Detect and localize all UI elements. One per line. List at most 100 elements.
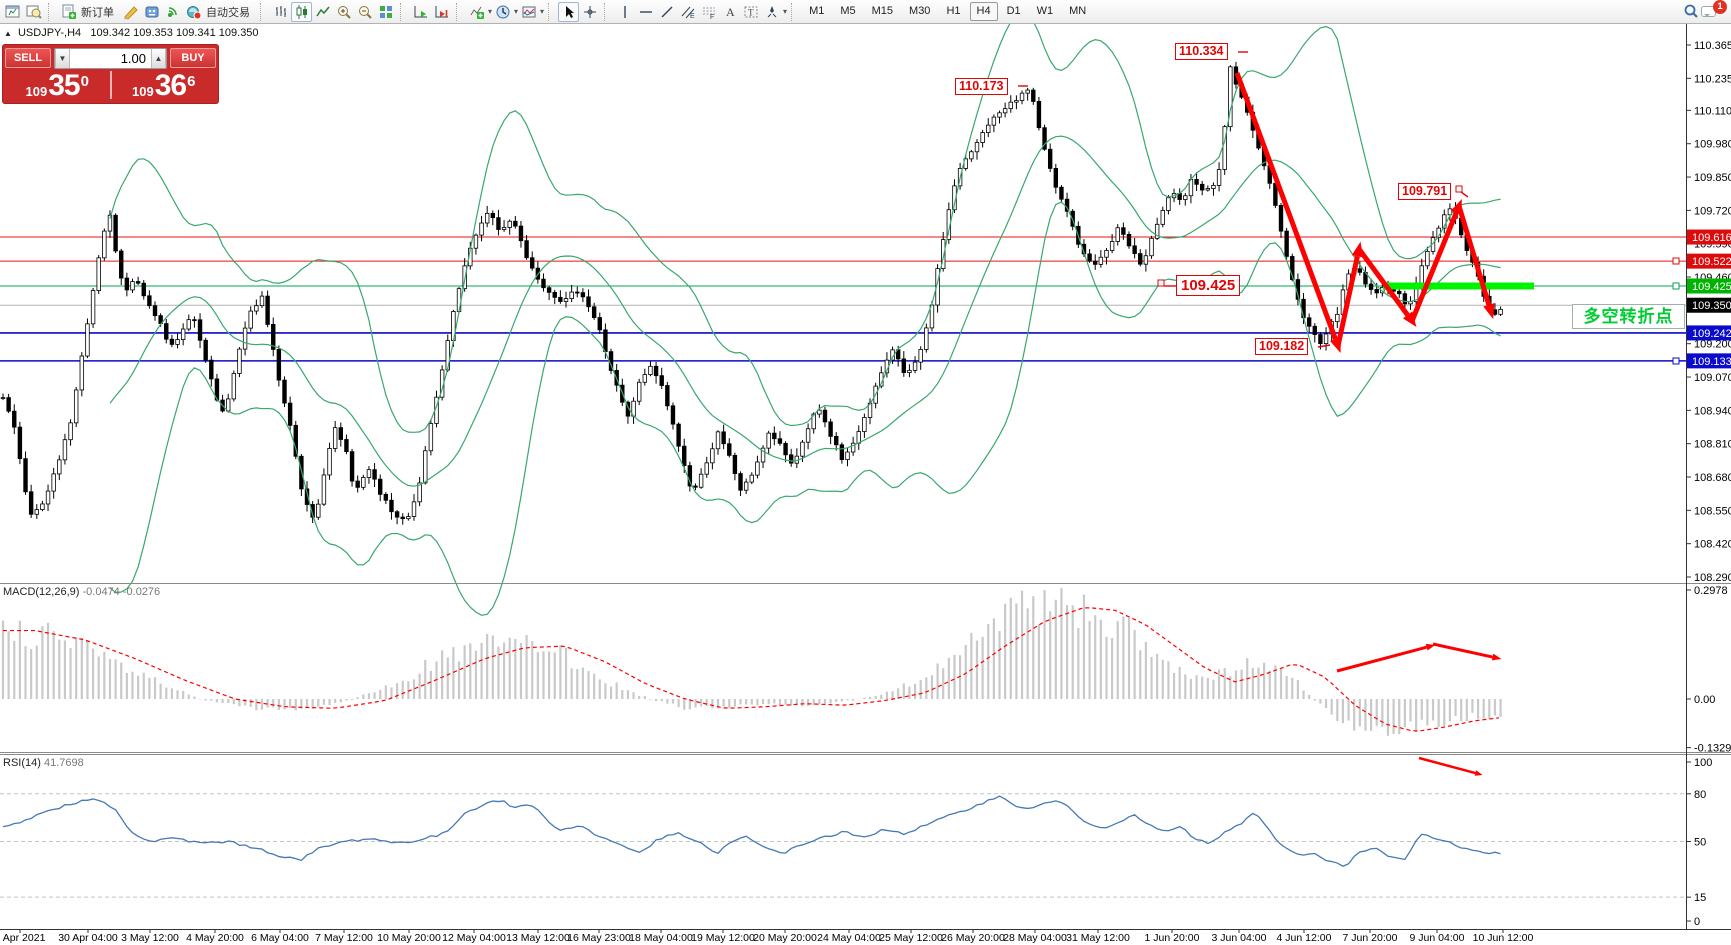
symbol-ohlc: 109.342 109.353 109.341 109.350 [90, 27, 259, 39]
svg-text:9 Jun 04:00: 9 Jun 04:00 [1410, 932, 1465, 944]
svg-text:25 May 12:00: 25 May 12:00 [879, 932, 943, 944]
profile-icon[interactable] [23, 2, 44, 22]
svg-text:16 May 23:00: 16 May 23:00 [567, 932, 631, 944]
symbol-info-bar: ▲ USDJPY-,H4 109.342 109.353 109.341 109… [4, 27, 259, 39]
volume-value[interactable]: 1.00 [120, 50, 146, 66]
svg-text:3 May 12:00: 3 May 12:00 [121, 932, 179, 944]
templates-icon[interactable] [518, 2, 539, 22]
chevron-down-icon[interactable]: ▾ [488, 7, 493, 16]
new-order-icon[interactable] [58, 2, 79, 22]
svg-text:E: E [690, 13, 695, 20]
svg-text:80: 80 [1694, 789, 1706, 801]
buy-price[interactable]: 109 36 6 [132, 69, 196, 102]
svg-text:100: 100 [1694, 757, 1712, 769]
one-click-trading-panel: SELL ▼ 1.00 ▲ BUY 109 35 0 109 36 6 [3, 45, 218, 103]
svg-text:50: 50 [1694, 837, 1706, 849]
chevron-down-icon[interactable]: ▾ [514, 7, 519, 16]
auto-scroll-icon[interactable] [410, 2, 431, 22]
svg-text:108.680: 108.680 [1694, 472, 1731, 484]
svg-text:0.2978: 0.2978 [1694, 585, 1728, 597]
svg-text:109.616: 109.616 [1692, 232, 1731, 244]
tf-M15[interactable]: M15 [871, 5, 894, 17]
fibonacci-icon[interactable]: F [698, 2, 719, 22]
tf-D1[interactable]: D1 [1006, 5, 1021, 17]
signal-icon[interactable] [162, 2, 183, 22]
sell-button[interactable]: SELL [5, 48, 51, 68]
cursor-icon[interactable] [558, 1, 580, 22]
volume-decrease-button[interactable]: ▼ [55, 48, 70, 68]
equidistant-channel-icon[interactable]: E [677, 2, 698, 22]
buy-button[interactable]: BUY [170, 48, 216, 68]
svg-text:7 May 12:00: 7 May 12:00 [315, 932, 373, 944]
svg-text:30 Apr 04:00: 30 Apr 04:00 [58, 932, 118, 944]
svg-text:109.133: 109.133 [1692, 356, 1731, 368]
svg-text:109.350: 109.350 [1692, 300, 1731, 312]
collapse-triangle-icon[interactable]: ▲ [4, 29, 12, 38]
svg-text:109.242: 109.242 [1692, 328, 1731, 340]
tf-H4[interactable]: H4 [969, 2, 998, 21]
volume-increase-button[interactable]: ▲ [151, 48, 166, 68]
auto-trading-label[interactable]: 自动交易 [206, 6, 250, 19]
candlestick-chart-icon[interactable] [291, 1, 312, 22]
notifications-icon[interactable]: 1 [1701, 0, 1727, 22]
arrows-shapes-icon[interactable] [761, 2, 782, 22]
chevron-down-icon[interactable]: ▾ [783, 7, 788, 16]
tile-windows-icon[interactable] [375, 2, 396, 22]
bar-chart-icon[interactable] [270, 2, 291, 22]
svg-text:15: 15 [1694, 892, 1706, 904]
tf-W1[interactable]: W1 [1036, 5, 1054, 17]
new-order-label[interactable]: 新订单 [81, 6, 114, 19]
tf-H1[interactable]: H1 [946, 5, 961, 17]
crayon-icon[interactable] [120, 2, 141, 22]
zoom-in-icon[interactable] [333, 2, 354, 22]
svg-text:T: T [748, 7, 754, 17]
svg-text:19 May 12:00: 19 May 12:00 [691, 932, 755, 944]
tf-M5[interactable]: M5 [840, 5, 856, 17]
svg-text:7 Jun 20:00: 7 Jun 20:00 [1343, 932, 1398, 944]
svg-text:108.550: 108.550 [1694, 505, 1731, 517]
price-annotation[interactable]: 110.334 [1175, 43, 1228, 60]
zoom-out-icon[interactable] [354, 2, 375, 22]
vertical-line-icon[interactable] [614, 2, 635, 22]
svg-text:10 May 20:00: 10 May 20:00 [377, 932, 441, 944]
price-annotation[interactable]: 109.791 [1398, 183, 1452, 200]
tf-M30[interactable]: M30 [909, 5, 931, 17]
price-annotation[interactable]: 109.182 [1255, 338, 1309, 355]
turning-point-annotation[interactable]: 多空转折点 [1572, 304, 1685, 329]
volume-stepper: ▼ 1.00 ▲ [54, 47, 167, 69]
periods-icon[interactable] [492, 2, 513, 22]
toolbar-separator [791, 2, 798, 21]
svg-text:109.070: 109.070 [1694, 372, 1731, 384]
svg-text:108.940: 108.940 [1694, 405, 1731, 417]
horizontal-line-icon[interactable] [635, 2, 656, 22]
notification-count-badge: 1 [1713, 0, 1727, 14]
macd-main-value: -0.0474 [82, 586, 120, 598]
price-divider [109, 71, 112, 99]
chart-shift-icon[interactable] [431, 2, 452, 22]
price-annotation[interactable]: 109.425 [1176, 275, 1241, 296]
line-chart-icon[interactable] [312, 2, 333, 22]
text-label-icon[interactable]: T [740, 2, 761, 22]
svg-text:1 Jun 20:00: 1 Jun 20:00 [1145, 932, 1200, 944]
chevron-down-icon[interactable]: ▾ [540, 7, 545, 16]
indicators-icon[interactable] [466, 2, 487, 22]
sell-price[interactable]: 109 35 0 [25, 69, 89, 102]
trendline-icon[interactable] [656, 2, 677, 22]
svg-text:31 May 12:00: 31 May 12:00 [1066, 932, 1130, 944]
expert-advisor-icon[interactable] [141, 2, 162, 22]
new-chart-icon[interactable] [2, 2, 23, 22]
crosshair-icon[interactable] [579, 2, 600, 22]
timeframe-switcher: M1 M5 M15 M30 H1 H4 D1 W1 MN [801, 0, 1094, 24]
svg-text:20 May 20:00: 20 May 20:00 [753, 932, 817, 944]
auto-trading-icon[interactable] [183, 2, 204, 22]
svg-text:A: A [726, 5, 735, 19]
svg-text:109.200: 109.200 [1694, 339, 1731, 351]
svg-text:0: 0 [1694, 916, 1700, 928]
svg-text:13 May 12:00: 13 May 12:00 [506, 932, 570, 944]
text-icon[interactable]: A [719, 2, 740, 22]
search-icon[interactable] [1680, 2, 1701, 22]
price-annotation[interactable]: 110.173 [955, 78, 1008, 95]
tf-M1[interactable]: M1 [809, 5, 825, 17]
tf-MN[interactable]: MN [1069, 5, 1087, 17]
